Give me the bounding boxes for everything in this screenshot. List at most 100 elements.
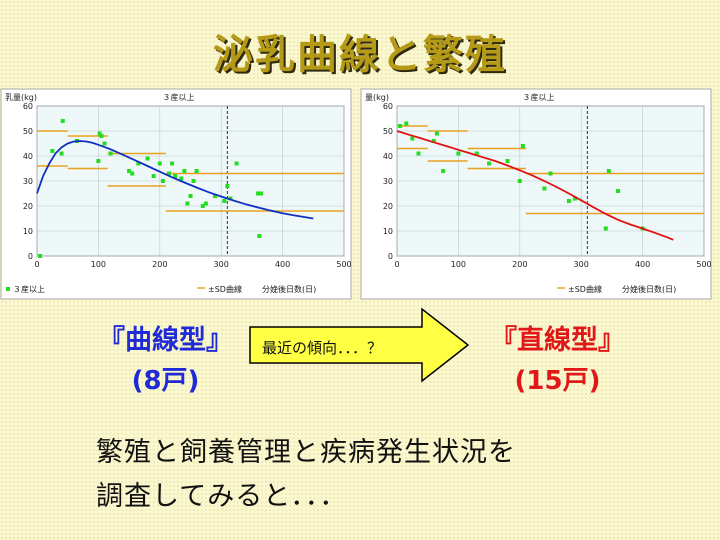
data-point <box>127 169 132 173</box>
data-point <box>520 144 525 148</box>
x-tick-label: 400 <box>275 260 290 269</box>
data-point <box>188 194 193 198</box>
data-point <box>487 161 492 166</box>
data-point <box>38 254 43 258</box>
x-tick-label: 400 <box>635 260 650 269</box>
x-tick-label: 300 <box>574 260 589 269</box>
data-point <box>96 159 101 163</box>
data-point <box>456 151 461 156</box>
right-chart: 0 10 20 30 40 50 60 0 100 200 300 400 500 量(kg) ３産以上 ±S… <box>360 88 712 300</box>
bottom-line-1: 繁殖と飼養管理と疾病発生状況を <box>96 437 516 468</box>
y-tick-label: 50 <box>383 127 393 136</box>
data-point <box>606 169 611 173</box>
x-tick-label: 500 <box>696 260 711 269</box>
data-point <box>50 149 55 153</box>
data-point <box>160 179 165 183</box>
data-point <box>228 196 233 201</box>
data-point <box>517 179 522 183</box>
y-tick-label: 40 <box>383 152 393 161</box>
y-tick-label: 0 <box>388 252 393 261</box>
y-tick-label: 50 <box>23 127 33 136</box>
bottom-line-2: 調査してみると．．． <box>96 481 348 512</box>
y-tick-label: 20 <box>23 202 33 211</box>
data-point <box>167 171 172 176</box>
data-point <box>474 151 479 156</box>
data-point <box>505 159 510 163</box>
data-point <box>222 199 227 203</box>
data-point <box>573 196 578 201</box>
data-point <box>213 194 218 198</box>
data-point <box>616 189 621 193</box>
y-tick-label: 0 <box>28 252 33 261</box>
right-arrow-shape <box>249 307 470 383</box>
data-point <box>416 151 421 156</box>
data-point <box>99 134 104 138</box>
data-point <box>179 176 184 181</box>
x-tick-label: 100 <box>451 260 466 269</box>
y-tick-label: 40 <box>23 152 33 161</box>
left-chart: 0 10 20 30 40 50 60 0 100 200 300 400 500 乳量(kg) ３産以上 ３… <box>0 88 352 300</box>
data-point <box>151 174 156 178</box>
y-tick-label: 30 <box>383 177 393 186</box>
y-tick-label: 60 <box>383 102 393 111</box>
data-point <box>170 161 175 166</box>
data-point <box>431 139 436 143</box>
legend-lines-label: ±SD曲線 <box>208 284 242 294</box>
data-point <box>173 174 178 178</box>
data-point <box>225 184 230 188</box>
data-point <box>200 204 205 208</box>
x-tick-label: 500 <box>336 260 351 269</box>
data-point <box>59 151 64 156</box>
data-point <box>404 121 409 126</box>
y-axis-label: 乳量(kg) <box>5 92 37 102</box>
legend-lines-label: ±SD曲線 <box>568 284 602 294</box>
data-point <box>603 226 608 231</box>
y-tick-label: 60 <box>23 102 33 111</box>
data-point <box>191 179 196 183</box>
data-point <box>234 161 239 166</box>
right-type-name: 『直線型』 <box>490 325 625 356</box>
y-tick-label: 10 <box>23 227 33 236</box>
chart-title: ３産以上 <box>163 92 195 102</box>
right-type-count: (15戸) <box>514 366 601 396</box>
x-tick-label: 100 <box>91 260 106 269</box>
data-point <box>97 131 102 136</box>
y-axis-label: 量(kg) <box>365 93 389 102</box>
y-tick-label: 20 <box>383 202 393 211</box>
trend-curve <box>36 140 314 220</box>
data-point <box>256 191 261 196</box>
data-point <box>398 124 403 128</box>
x-tick-label: 200 <box>512 260 527 269</box>
page-title: 泌乳曲線と繁殖 <box>213 32 507 78</box>
x-tick-label: 200 <box>152 260 167 269</box>
data-point <box>130 171 135 176</box>
x-axis-label: 分娩後日数(日) <box>262 284 316 294</box>
data-point <box>108 151 113 156</box>
chart-title: ３産以上 <box>523 92 555 102</box>
y-tick-label: 30 <box>23 177 33 186</box>
data-point <box>542 186 547 191</box>
data-point <box>145 156 150 161</box>
data-point <box>185 201 190 206</box>
chart-svg: 0 10 20 30 40 50 60 0 100 200 300 400 500 乳量(kg) ３産以上 ３… <box>0 88 352 300</box>
data-point <box>136 161 141 166</box>
legend-point-swatch <box>6 287 10 291</box>
data-point <box>410 136 415 141</box>
data-point <box>203 201 208 206</box>
data-point <box>102 141 107 146</box>
x-axis-label: 分娩後日数(日) <box>622 284 676 294</box>
arrow-label: 最近の傾向．．．？ <box>262 339 383 357</box>
chart-svg: 0 10 20 30 40 50 60 0 100 200 300 400 500 量(kg) ３産以上 ±S… <box>360 88 712 300</box>
data-point <box>157 161 162 166</box>
data-point <box>441 169 446 173</box>
data-point <box>259 191 264 196</box>
data-point <box>60 119 65 123</box>
data-point <box>434 131 439 136</box>
left-type-name: 『曲線型』 <box>98 325 233 356</box>
x-tick-label: 0 <box>34 260 39 269</box>
data-point <box>257 234 262 238</box>
data-point <box>548 171 553 176</box>
x-tick-label: 0 <box>394 260 399 269</box>
data-point <box>182 169 187 173</box>
x-tick-label: 300 <box>214 260 229 269</box>
